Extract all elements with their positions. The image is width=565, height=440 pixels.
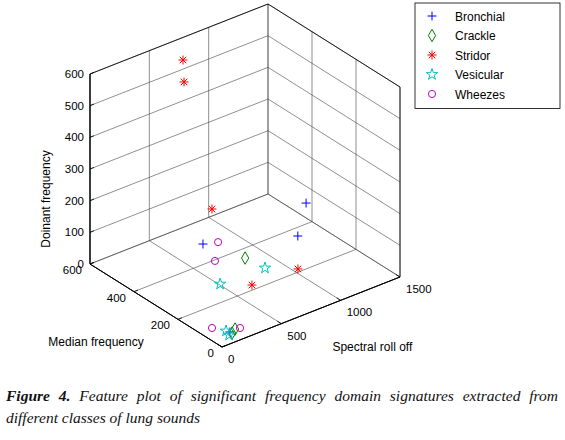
point — [223, 329, 234, 340]
x-tick-label: 0 — [228, 353, 234, 365]
grid-line — [268, 67, 400, 150]
point — [293, 231, 302, 240]
grid-line — [90, 162, 268, 232]
z-tick-label: 600 — [65, 68, 84, 80]
point — [180, 77, 189, 86]
z-tick — [90, 136, 94, 138]
x-tick — [218, 345, 222, 348]
z-tick-label: 500 — [65, 100, 84, 112]
x-tick-label: 500 — [287, 330, 306, 342]
box-outline — [90, 4, 400, 347]
series — [208, 239, 243, 332]
caption-label: Figure 4. — [6, 387, 70, 404]
legend-label: Bronchial — [455, 10, 505, 24]
caption-text: Feature plot of significant frequency do… — [6, 387, 558, 426]
point — [198, 240, 207, 249]
legend-marker — [428, 51, 437, 60]
z-tick-label: 0 — [78, 258, 84, 270]
legend-marker — [428, 90, 435, 97]
legend-label: Stridor — [455, 49, 490, 63]
legend: Bronchial Crackle Stridor Vesicular Wheezes — [415, 3, 560, 109]
grid-line — [90, 131, 268, 201]
x-tick — [337, 298, 341, 301]
point — [178, 55, 187, 64]
y-tick-label: 200 — [151, 319, 170, 331]
legend-box — [415, 3, 560, 109]
point — [293, 264, 302, 273]
z-tick — [90, 72, 94, 74]
z-tick — [90, 262, 94, 264]
x-axis-line — [222, 277, 400, 347]
point — [302, 199, 311, 208]
legend-marker — [428, 29, 435, 41]
legend-marker — [428, 12, 437, 21]
y-tick — [178, 318, 182, 320]
y-tick — [90, 262, 94, 264]
axes: 0500100015000200400600010020030040050060… — [39, 68, 432, 365]
legend-label: Crackle — [455, 29, 496, 43]
box — [90, 4, 400, 347]
grid-line — [268, 36, 400, 119]
grid-line — [209, 217, 341, 300]
grid-line — [90, 99, 268, 169]
z-tick — [90, 167, 94, 169]
grid — [90, 4, 400, 347]
z-tick — [90, 231, 94, 233]
z-tick-label: 100 — [65, 226, 84, 238]
point — [208, 324, 215, 331]
z-axis-title: Doinant frequency — [39, 150, 53, 247]
z-tick-label: 200 — [65, 195, 84, 207]
point — [259, 262, 270, 273]
z-tick — [90, 104, 94, 106]
plot-area — [178, 55, 310, 339]
series — [214, 262, 270, 340]
x-tick-label: 1000 — [347, 306, 373, 318]
x-tick-label: 1500 — [406, 283, 432, 295]
grid-line — [149, 241, 281, 324]
y-axis-title: Median frequency — [48, 335, 143, 349]
grid-line — [90, 194, 268, 264]
point — [242, 252, 249, 264]
z-tick — [90, 199, 94, 201]
x-tick — [277, 321, 281, 324]
grid-line — [90, 194, 268, 264]
legend-marker — [426, 69, 437, 80]
grid-line — [90, 36, 268, 106]
grid-line — [222, 277, 400, 347]
grid-line — [268, 99, 400, 182]
grid-line — [268, 194, 400, 277]
grid-line — [268, 194, 400, 277]
space — [70, 387, 79, 404]
grid-line — [268, 162, 400, 245]
grid-line — [268, 131, 400, 214]
series — [178, 55, 302, 289]
y-tick-label: 0 — [208, 347, 214, 359]
series — [198, 199, 310, 337]
point — [211, 257, 218, 264]
legend-label: Vesicular — [455, 68, 504, 82]
point — [236, 324, 243, 331]
point — [215, 239, 222, 246]
grid-line — [178, 249, 356, 319]
grid-line — [90, 67, 268, 137]
y-tick — [134, 290, 138, 292]
caption: Figure 4. Feature plot of significant fr… — [6, 385, 558, 429]
y-tick — [222, 345, 226, 347]
grid-line — [134, 222, 312, 292]
z-tick-label: 300 — [65, 163, 84, 175]
series — [228, 252, 248, 340]
x-tick — [396, 275, 400, 278]
y-tick-label: 400 — [107, 292, 126, 304]
point — [214, 278, 225, 289]
x-axis-title: Spectral roll off — [332, 340, 412, 354]
z-tick-label: 400 — [65, 131, 84, 143]
legend-label: Wheezes — [455, 88, 505, 102]
point — [207, 205, 216, 214]
point — [247, 281, 256, 290]
